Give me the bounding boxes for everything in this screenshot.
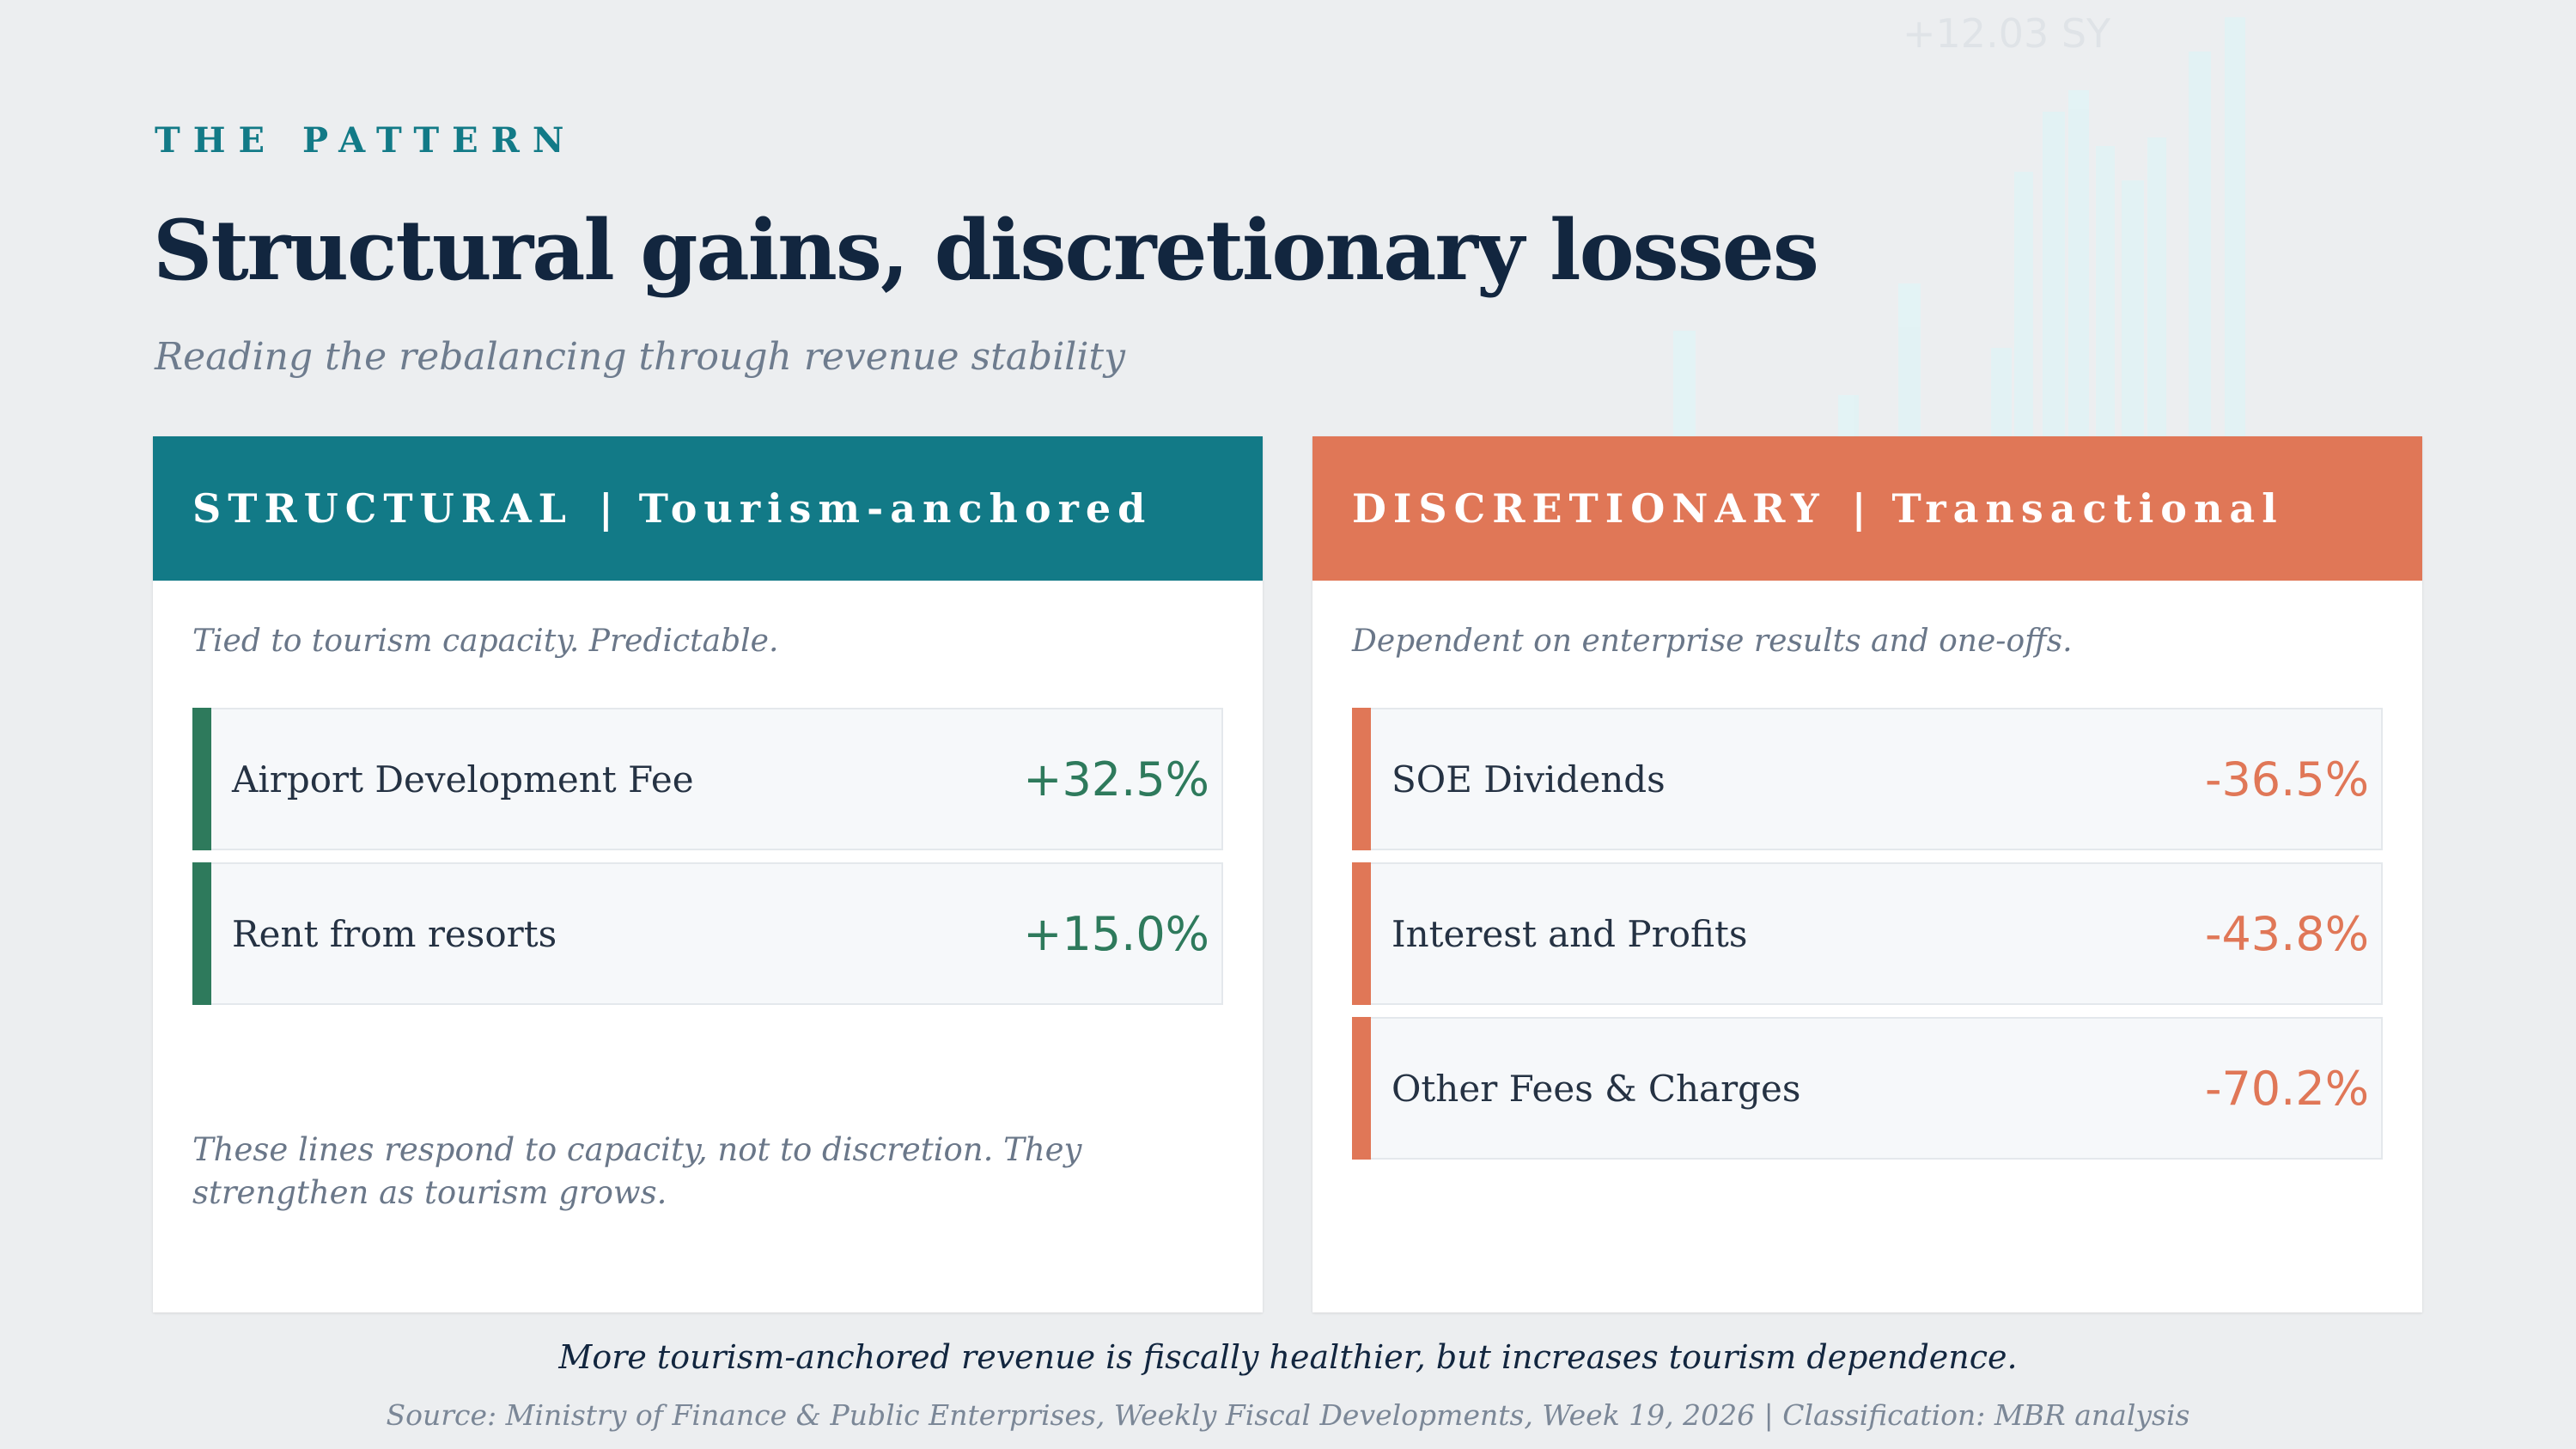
item-value: +15.0% bbox=[1023, 906, 1209, 961]
item-value: +32.5% bbox=[1023, 752, 1209, 807]
row-accent-bar bbox=[1352, 708, 1371, 850]
row-accent-bar bbox=[192, 708, 211, 850]
discretionary-panel-header: DISCRETIONARY | Transactional bbox=[1312, 436, 2422, 581]
row-accent-bar bbox=[1352, 1017, 1371, 1160]
discretionary-items: SOE Dividends -36.5% Interest and Profit… bbox=[1352, 708, 2383, 1172]
takeaway-text: More tourism-anchored revenue is fiscall… bbox=[558, 1338, 2018, 1376]
structural-panel: STRUCTURAL | Tourism-anchored Tied to to… bbox=[153, 436, 1263, 1312]
item-label: Other Fees & Charges bbox=[1392, 1067, 1801, 1110]
list-item: Other Fees & Charges -70.2% bbox=[1352, 1017, 2383, 1160]
structural-description: Tied to tourism capacity. Predictable. bbox=[192, 624, 779, 659]
discretionary-header-label: DISCRETIONARY bbox=[1352, 485, 1826, 532]
item-label: SOE Dividends bbox=[1392, 758, 1666, 801]
item-value: -43.8% bbox=[2204, 906, 2369, 961]
header-separator: | bbox=[599, 485, 613, 532]
discretionary-description: Dependent on enterprise results and one-… bbox=[1352, 624, 2073, 659]
row-accent-bar bbox=[192, 862, 211, 1005]
source-note: Source: Ministry of Finance & Public Ent… bbox=[386, 1398, 2190, 1432]
item-label: Interest and Profits bbox=[1392, 912, 1748, 955]
row-accent-bar bbox=[1352, 862, 1371, 1005]
list-item: Interest and Profits -43.8% bbox=[1352, 862, 2383, 1005]
svg-text:+12.03 SY: +12.03 SY bbox=[1903, 10, 2111, 57]
discretionary-panel: DISCRETIONARY | Transactional Dependent … bbox=[1312, 436, 2422, 1312]
discretionary-header-sublabel: Transactional bbox=[1891, 485, 2284, 532]
list-item: Airport Development Fee +32.5% bbox=[192, 708, 1223, 850]
structural-note: These lines respond to capacity, not to … bbox=[192, 1131, 1082, 1211]
item-value: -36.5% bbox=[2204, 752, 2369, 807]
item-label: Airport Development Fee bbox=[232, 758, 694, 801]
structural-header-sublabel: Tourism-anchored bbox=[638, 485, 1153, 532]
header-separator: | bbox=[1851, 485, 1867, 532]
list-item: SOE Dividends -36.5% bbox=[1352, 708, 2383, 850]
item-label: Rent from resorts bbox=[232, 912, 557, 955]
structural-panel-header: STRUCTURAL | Tourism-anchored bbox=[153, 436, 1263, 581]
page-title: Structural gains, discretionary losses bbox=[153, 202, 1819, 299]
structural-header-label: STRUCTURAL bbox=[192, 485, 574, 532]
eyebrow-label: THE PATTERN bbox=[155, 120, 577, 161]
item-value: -70.2% bbox=[2204, 1061, 2369, 1116]
list-item: Rent from resorts +15.0% bbox=[192, 862, 1223, 1005]
page-subtitle: Reading the rebalancing through revenue … bbox=[155, 335, 1125, 379]
structural-items: Airport Development Fee +32.5% Rent from… bbox=[192, 708, 1223, 1017]
